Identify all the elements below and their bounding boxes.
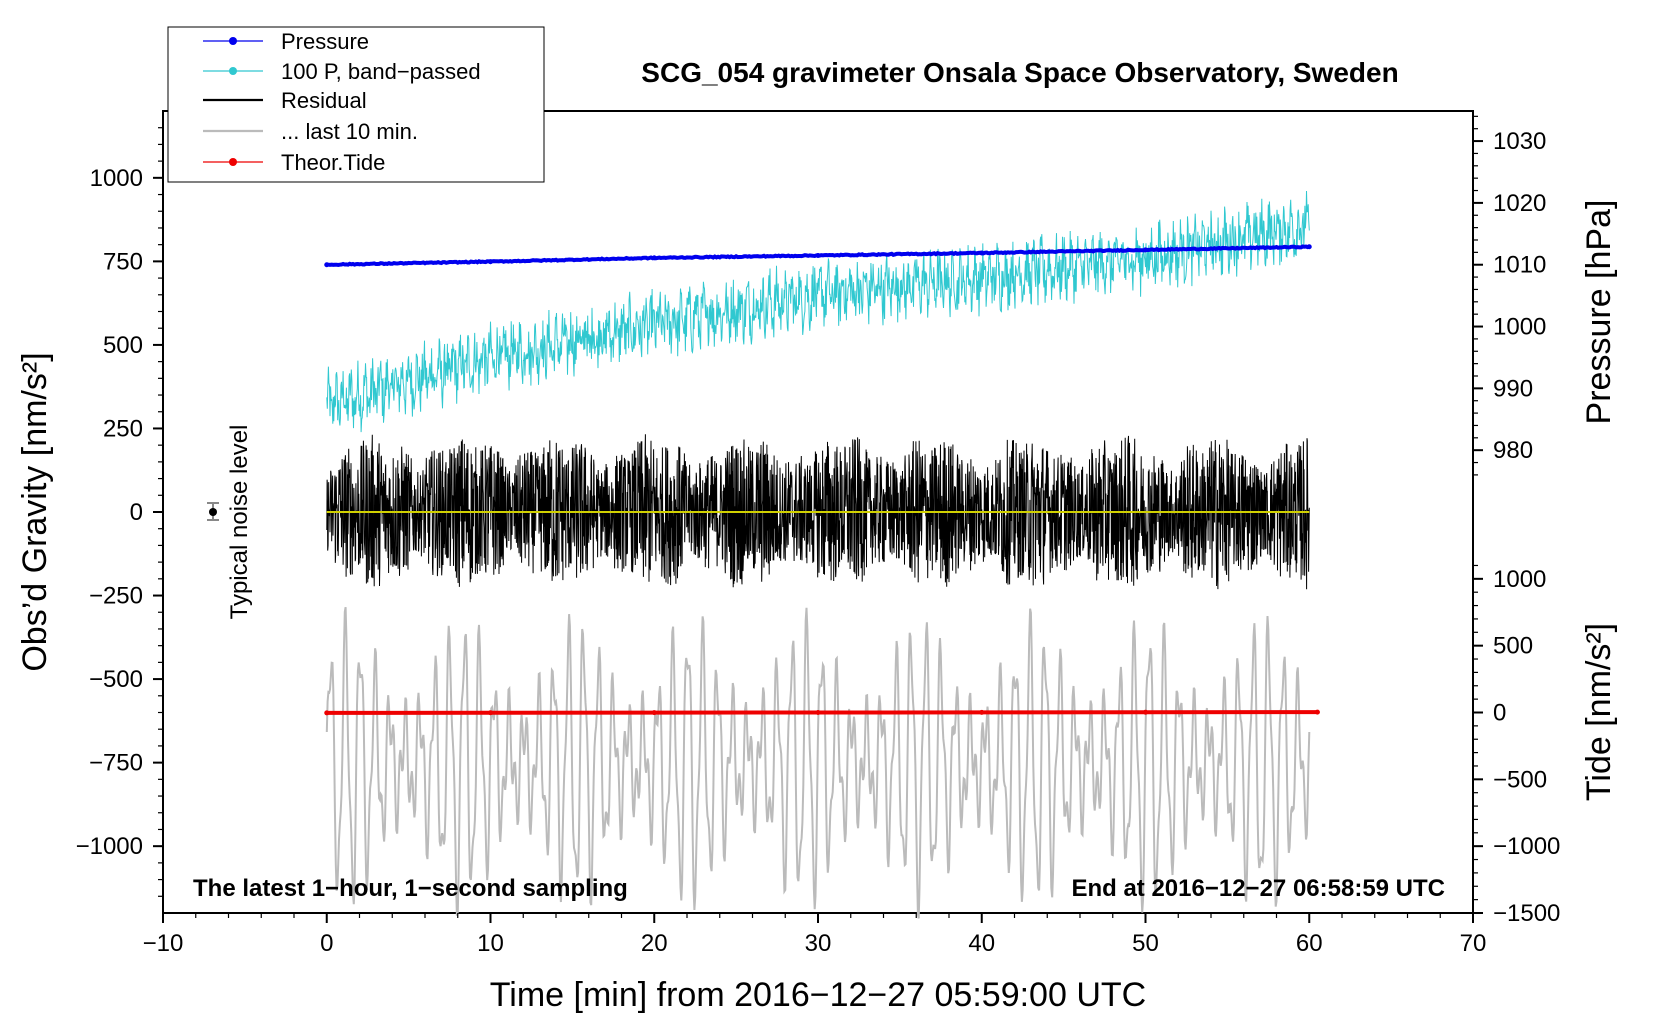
- y-pressure-tick-label: 990: [1493, 375, 1533, 402]
- tide-point: [815, 710, 821, 715]
- x-tick-label: 70: [1460, 930, 1487, 957]
- y-pressure-tick-label: 1030: [1493, 128, 1546, 155]
- legend-box: [167, 26, 545, 183]
- y-tide-tick-label: 0: [1493, 700, 1506, 727]
- x-axis-label: Time [min] from 2016−12−27 05:59:00 UTC: [490, 976, 1146, 1014]
- svg-text:Residual: Residual: [281, 88, 367, 113]
- pressure-point: [1306, 244, 1312, 250]
- tide-point: [1143, 709, 1148, 715]
- pressure-point: [1143, 247, 1148, 253]
- y-left-tick-label: 750: [103, 248, 143, 275]
- svg-text:100 P, band−passed: 100 P, band−passed: [281, 59, 481, 84]
- y-tide-tick-label: −1000: [1493, 833, 1560, 860]
- x-tick-label: 50: [1132, 930, 1159, 957]
- svg-text:Pressure: Pressure: [281, 29, 369, 54]
- legend: Pressure 100 P, band−passed Residual ...…: [167, 26, 545, 183]
- x-tick-label: 60: [1296, 930, 1323, 957]
- y-tide-tick-label: 1000: [1493, 566, 1546, 593]
- y-left-tick-label: 250: [103, 415, 143, 442]
- tide-point: [488, 710, 493, 716]
- legend-item-residual: Residual: [203, 88, 367, 113]
- y-pressure-tick-label: 1020: [1493, 190, 1546, 217]
- y-left-tick-label: 0: [130, 499, 143, 526]
- series-band-passed: [326, 190, 1310, 433]
- y-pressure-tick-label: 1000: [1493, 314, 1546, 341]
- y-tide-tick-label: 500: [1493, 633, 1533, 660]
- y-left-tick-label: 1000: [90, 165, 143, 192]
- legend-item-theor-tide: Theor.Tide: [203, 150, 385, 175]
- noise-marker-dot: [209, 508, 217, 516]
- y-left-tick-label: −500: [89, 666, 143, 693]
- tide-point: [1314, 709, 1320, 715]
- y-axis-label-pressure: Pressure [hPa]: [1580, 200, 1618, 425]
- svg-text:Theor.Tide: Theor.Tide: [281, 150, 385, 175]
- x-tick-label: 0: [320, 930, 333, 957]
- x-tick-label: 30: [805, 930, 832, 957]
- x-tick-label: −10: [143, 930, 184, 957]
- y-axis-label-gravity: Obs’d Gravity [nm/s²]: [16, 352, 54, 671]
- pressure-point: [815, 252, 821, 258]
- x-tick-label: 40: [968, 930, 995, 957]
- y-tide-tick-label: −500: [1493, 766, 1547, 793]
- pressure-point: [651, 255, 657, 261]
- tide-point: [979, 709, 985, 715]
- y-tide-tick-label: −1500: [1493, 900, 1560, 927]
- x-tick-label: 20: [641, 930, 668, 957]
- chart-title: SCG_054 gravimeter Onsala Space Observat…: [641, 57, 1398, 88]
- annotation-sampling: The latest 1−hour, 1−second sampling: [193, 875, 628, 902]
- annotation-end-time: End at 2016−12−27 06:58:59 UTC: [1071, 875, 1445, 902]
- legend-item-pressure: Pressure: [203, 29, 369, 54]
- y-left-tick-label: −1000: [76, 833, 143, 860]
- legend-item-band-passed: 100 P, band−passed: [203, 59, 481, 84]
- svg-text:... last 10 min.: ... last 10 min.: [281, 119, 418, 144]
- y-pressure-tick-label: 980: [1493, 437, 1533, 464]
- pressure-point: [324, 262, 330, 268]
- series-theor-tide: [326, 710, 1318, 715]
- tide-point: [651, 710, 657, 716]
- noise-marker: [207, 502, 219, 521]
- axis-layer: −10 0 10 20 30 40 50 60 7010007505002500−250−500…: [76, 115, 1560, 957]
- y-axis-label-tide: Tide [nm/s²]: [1580, 623, 1618, 801]
- y-pressure-tick-label: 1010: [1493, 252, 1546, 279]
- series-layer: [324, 190, 1320, 919]
- series-residual: [326, 434, 1310, 590]
- pressure-point: [488, 259, 493, 265]
- y-left-tick-label: −250: [89, 583, 143, 610]
- noise-marker-label: Typical noise level: [226, 425, 253, 620]
- legend-item-last-10-min: ... last 10 min.: [203, 119, 418, 144]
- x-tick-label: 10: [477, 930, 504, 957]
- y-left-tick-label: 500: [103, 332, 143, 359]
- tide-point: [324, 710, 330, 716]
- y-left-tick-label: −750: [89, 750, 143, 777]
- pressure-point: [979, 250, 985, 256]
- series-last-10-min: [325, 607, 1311, 919]
